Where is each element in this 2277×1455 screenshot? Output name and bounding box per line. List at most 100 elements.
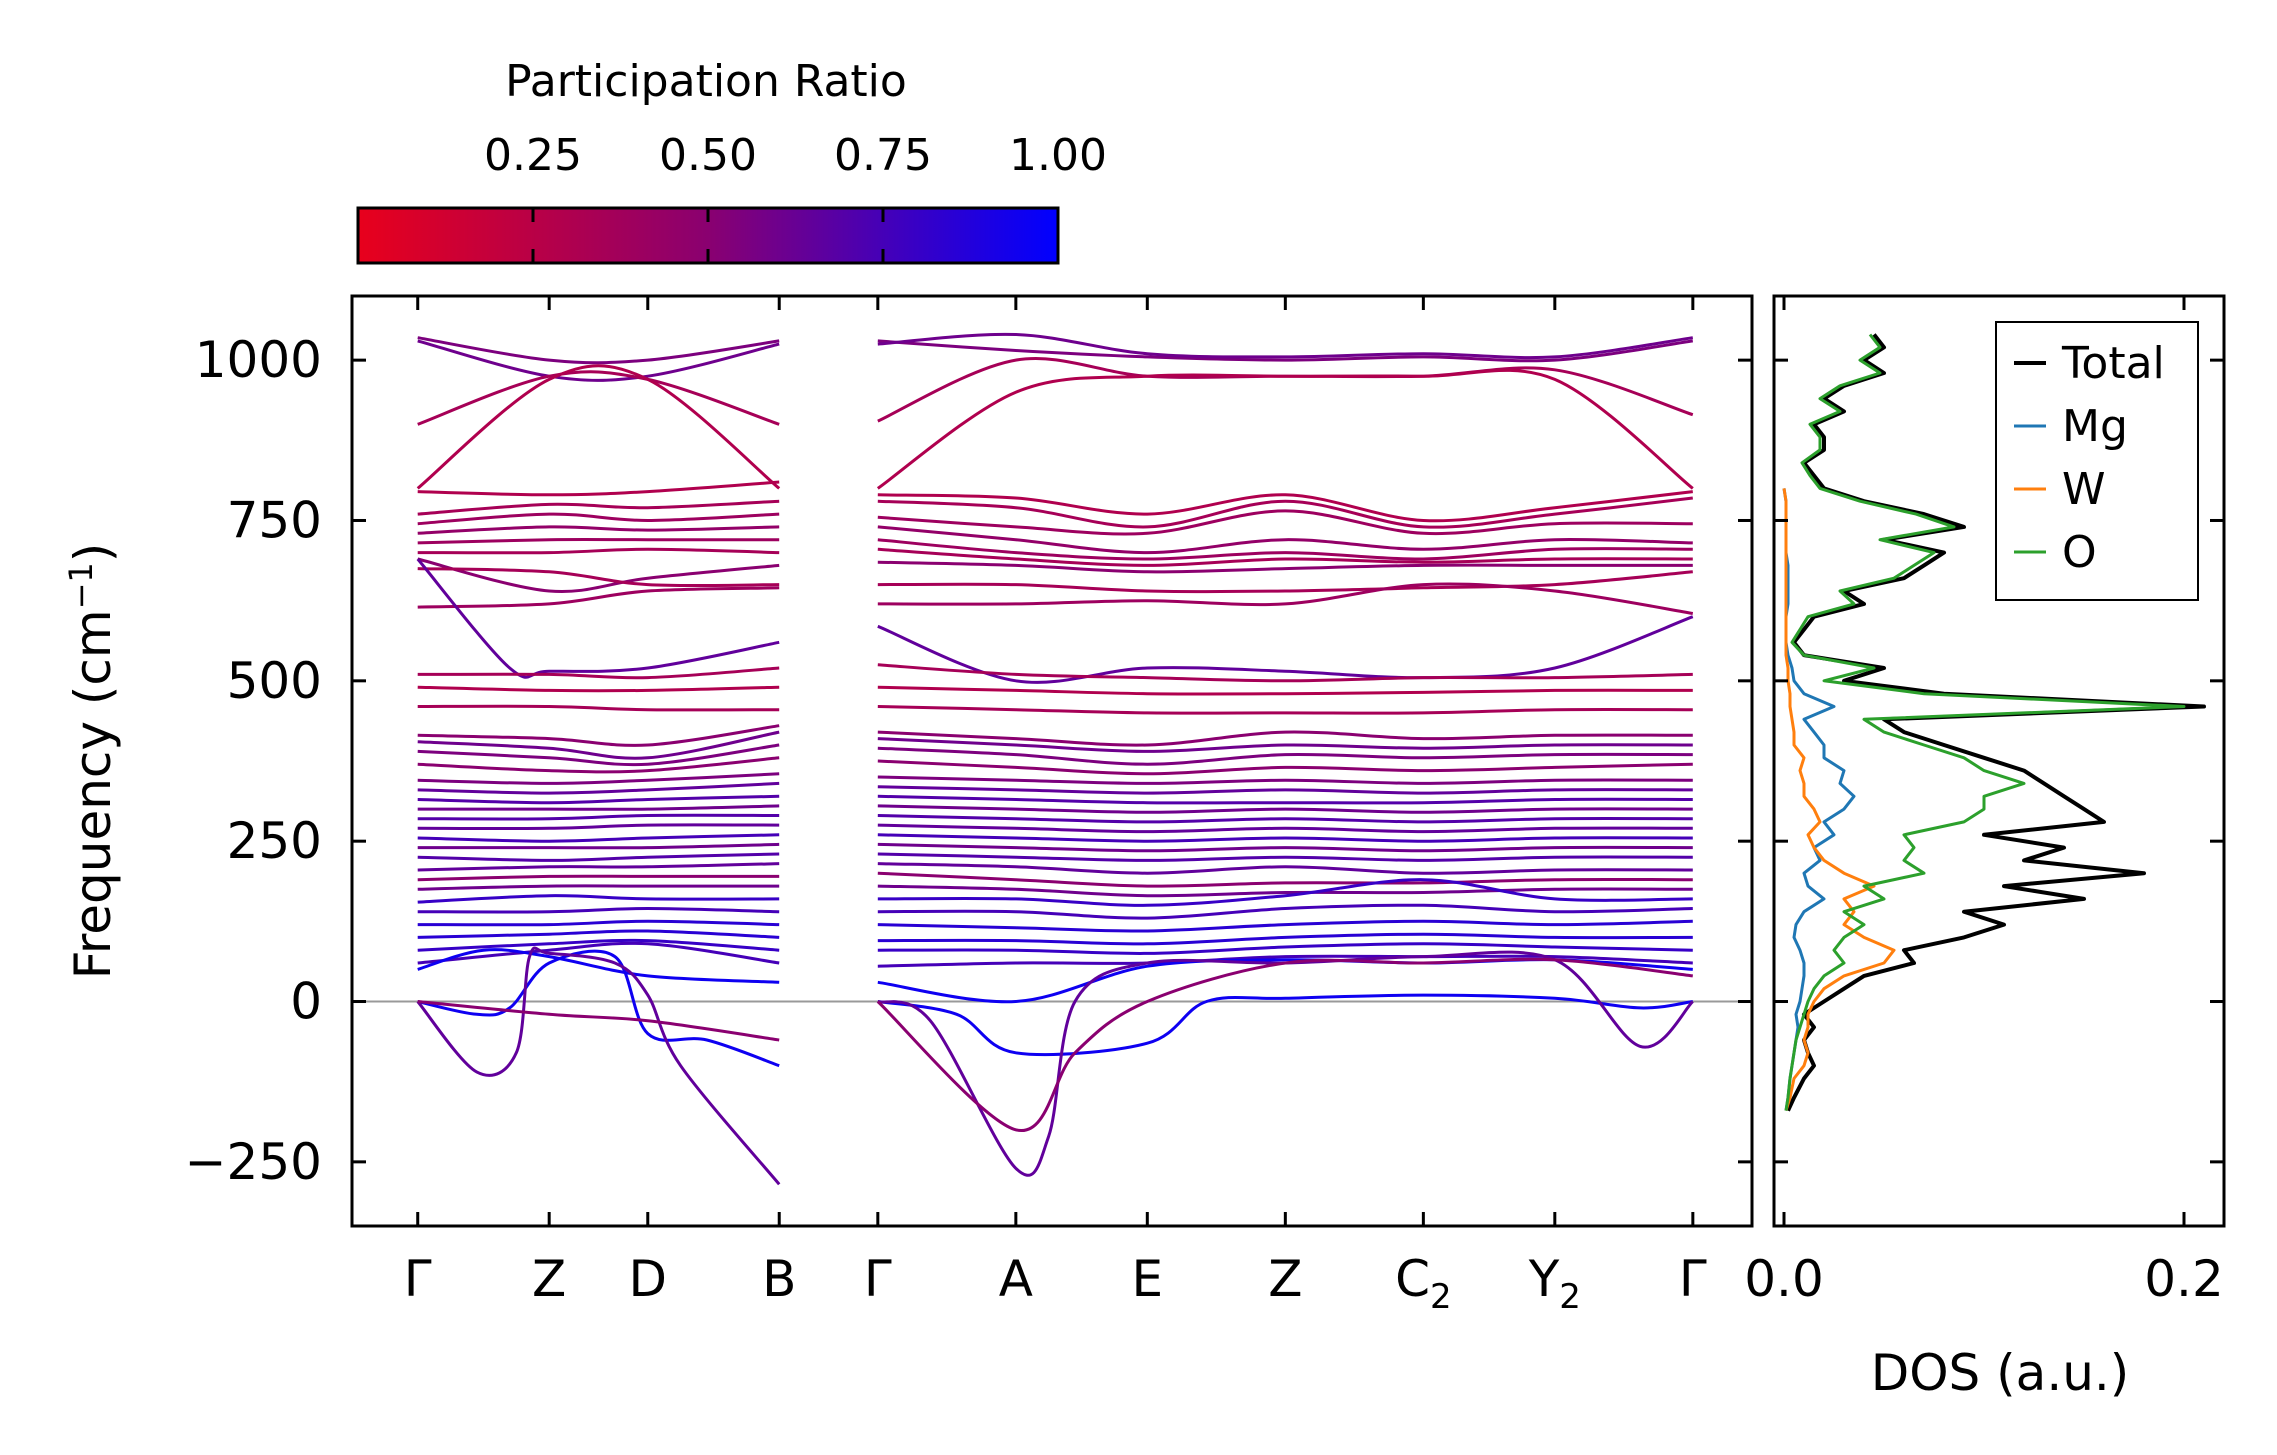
band-23-segment-0 <box>417 794 780 805</box>
colorbar-title: Participation Ratio <box>505 56 907 107</box>
dos-axes-frame <box>1772 294 2226 1228</box>
band-33-segment-0 <box>417 894 780 904</box>
band-5-segment-1 <box>877 496 1693 529</box>
band-8-segment-0 <box>417 537 780 545</box>
band-19-segment-0 <box>417 743 780 767</box>
legend: Total Mg WO <box>1995 321 2199 601</box>
band-37-segment-1 <box>877 942 1693 955</box>
x-tick-label-0: Γ <box>404 1250 432 1308</box>
band-35-segment-1 <box>877 919 1693 933</box>
band-axis-ticks: Γ Z D B Γ A E Z C2 Y2 Γ −250 0 250 500 750 1000 <box>185 296 1752 1317</box>
band-33-segment-1 <box>877 878 1693 907</box>
colorbar-tick-label-2: 0.75 <box>834 130 932 181</box>
band-2-segment-0 <box>417 370 780 426</box>
band-16-segment-0 <box>417 704 780 712</box>
dos-x-axis-label: DOS (a.u.) <box>1871 1344 2130 1402</box>
x-tick-label-10: Γ <box>1679 1250 1707 1308</box>
band-1-segment-0 <box>417 339 780 382</box>
legend-label-o: O <box>2062 527 2097 578</box>
band-29-segment-0 <box>417 852 780 862</box>
dos-x-tick-label-0: 0.0 <box>1744 1250 1824 1308</box>
band-34-segment-1 <box>877 903 1693 920</box>
band-15-segment-0 <box>417 685 780 693</box>
band-36-segment-1 <box>877 932 1693 946</box>
band-41-segment-0 <box>416 946 781 1186</box>
band-37-segment-0 <box>417 938 780 952</box>
band-11-segment-1 <box>877 570 1693 594</box>
legend-label-w: W <box>2062 464 2106 515</box>
band-21-segment-1 <box>877 775 1693 785</box>
band-structure-panel: Γ Z D B Γ A E Z C2 Y2 Γ −250 0 250 500 750 1000 Frequenc… <box>62 294 1754 1317</box>
band-17-segment-0 <box>417 724 780 747</box>
band-25-segment-1 <box>877 814 1693 824</box>
band-38-segment-1 <box>877 954 1693 968</box>
y-tick-label-3: 500 <box>227 652 322 710</box>
band-17-segment-1 <box>877 730 1693 747</box>
band-28-segment-0 <box>417 842 780 850</box>
band-25-segment-0 <box>417 813 780 821</box>
band-42-segment-1 <box>876 957 1693 1132</box>
x-tick-label-3: B <box>762 1250 796 1308</box>
band-20-segment-0 <box>417 756 780 774</box>
band-28-segment-1 <box>877 842 1693 853</box>
x-tick-label-4: Γ <box>864 1250 892 1308</box>
band-6-segment-0 <box>417 512 780 526</box>
x-tick-label-5: A <box>999 1250 1033 1308</box>
band-23-segment-1 <box>877 794 1693 805</box>
band-34-segment-0 <box>417 906 780 914</box>
x-tick-label-1: Z <box>532 1250 566 1308</box>
x-tick-label-8: C2 <box>1395 1250 1452 1317</box>
band-24-segment-0 <box>417 804 780 811</box>
dos-line-o <box>1784 333 2186 1111</box>
band-12-segment-1 <box>877 582 1694 615</box>
band-12-segment-0 <box>417 586 780 609</box>
y-tick-label-1: 0 <box>290 973 322 1031</box>
x-tick-label-7: Z <box>1268 1250 1302 1308</box>
band-27-segment-0 <box>417 833 780 843</box>
band-8-segment-1 <box>877 538 1693 561</box>
legend-label-total: Total <box>2061 338 2165 389</box>
band-4-segment-0 <box>417 480 780 497</box>
dos-lines <box>1782 333 2206 1112</box>
band-27-segment-1 <box>877 833 1693 843</box>
band-9-segment-0 <box>417 547 780 555</box>
band-10-segment-1 <box>877 560 1693 574</box>
colorbar: Participation Ratio 0.25 0.50 0.75 1.00 <box>356 56 1107 265</box>
colorbar-ticks: 0.25 0.50 0.75 1.00 <box>484 130 1107 263</box>
colorbar-tick-label-1: 0.50 <box>659 130 757 181</box>
band-32-segment-1 <box>877 884 1693 898</box>
legend-label-mg: Mg <box>2062 401 2128 452</box>
band-11-segment-0 <box>417 567 780 588</box>
band-31-segment-0 <box>417 874 780 882</box>
band-16-segment-1 <box>877 705 1693 715</box>
band-7-segment-0 <box>417 525 780 535</box>
dos-axis-ticks: 0.0 0.2 <box>1744 296 2224 1308</box>
band-30-segment-1 <box>877 862 1693 875</box>
dos-line-w <box>1782 488 1896 1112</box>
band-14-segment-0 <box>417 666 780 680</box>
y-axis-label: Frequency (cm−1) <box>62 543 122 980</box>
band-38-segment-0 <box>417 941 780 965</box>
legend-box <box>1995 321 2199 601</box>
legend-items: Total Mg WO <box>2014 338 2165 578</box>
colorbar-tick-label-3: 1.00 <box>1009 130 1107 181</box>
band-40-segment-0 <box>417 949 780 1068</box>
band-24-segment-1 <box>877 804 1693 814</box>
band-35-segment-0 <box>417 919 780 927</box>
band-14-segment-1 <box>877 663 1693 683</box>
band-2-segment-1 <box>877 357 1694 423</box>
y-tick-label-0: −250 <box>185 1133 322 1191</box>
band-20-segment-1 <box>877 759 1693 776</box>
band-4-segment-1 <box>877 490 1693 523</box>
band-29-segment-1 <box>877 852 1693 862</box>
x-tick-label-2: D <box>629 1250 668 1308</box>
band-32-segment-0 <box>417 884 780 891</box>
band-15-segment-1 <box>877 685 1693 696</box>
band-26-segment-0 <box>417 823 780 831</box>
band-9-segment-1 <box>877 547 1693 567</box>
band-18-segment-1 <box>877 737 1693 753</box>
band-22-segment-0 <box>417 781 780 795</box>
band-7-segment-1 <box>877 525 1693 555</box>
band-42-segment-0 <box>417 1000 780 1042</box>
